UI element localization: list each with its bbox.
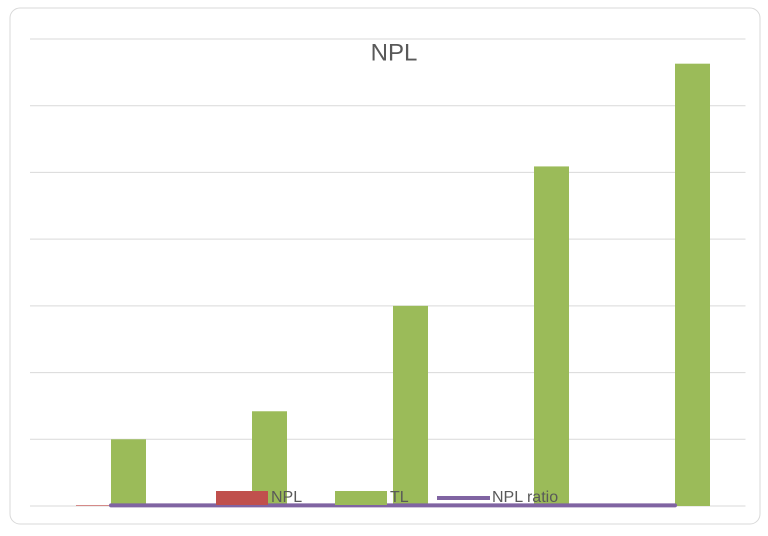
bar xyxy=(111,439,146,506)
bar xyxy=(534,166,569,506)
legend-swatch xyxy=(216,491,268,505)
chart-frame xyxy=(9,7,761,525)
bar xyxy=(252,411,287,506)
legend-label: TL xyxy=(390,489,409,506)
bar xyxy=(393,305,428,506)
bar xyxy=(675,63,710,506)
legend-label: NPL ratio xyxy=(492,489,558,506)
bar xyxy=(76,505,111,506)
legend-label: NPL xyxy=(271,489,302,506)
legend-swatch xyxy=(335,491,387,505)
chart-title: NPL xyxy=(371,39,418,66)
